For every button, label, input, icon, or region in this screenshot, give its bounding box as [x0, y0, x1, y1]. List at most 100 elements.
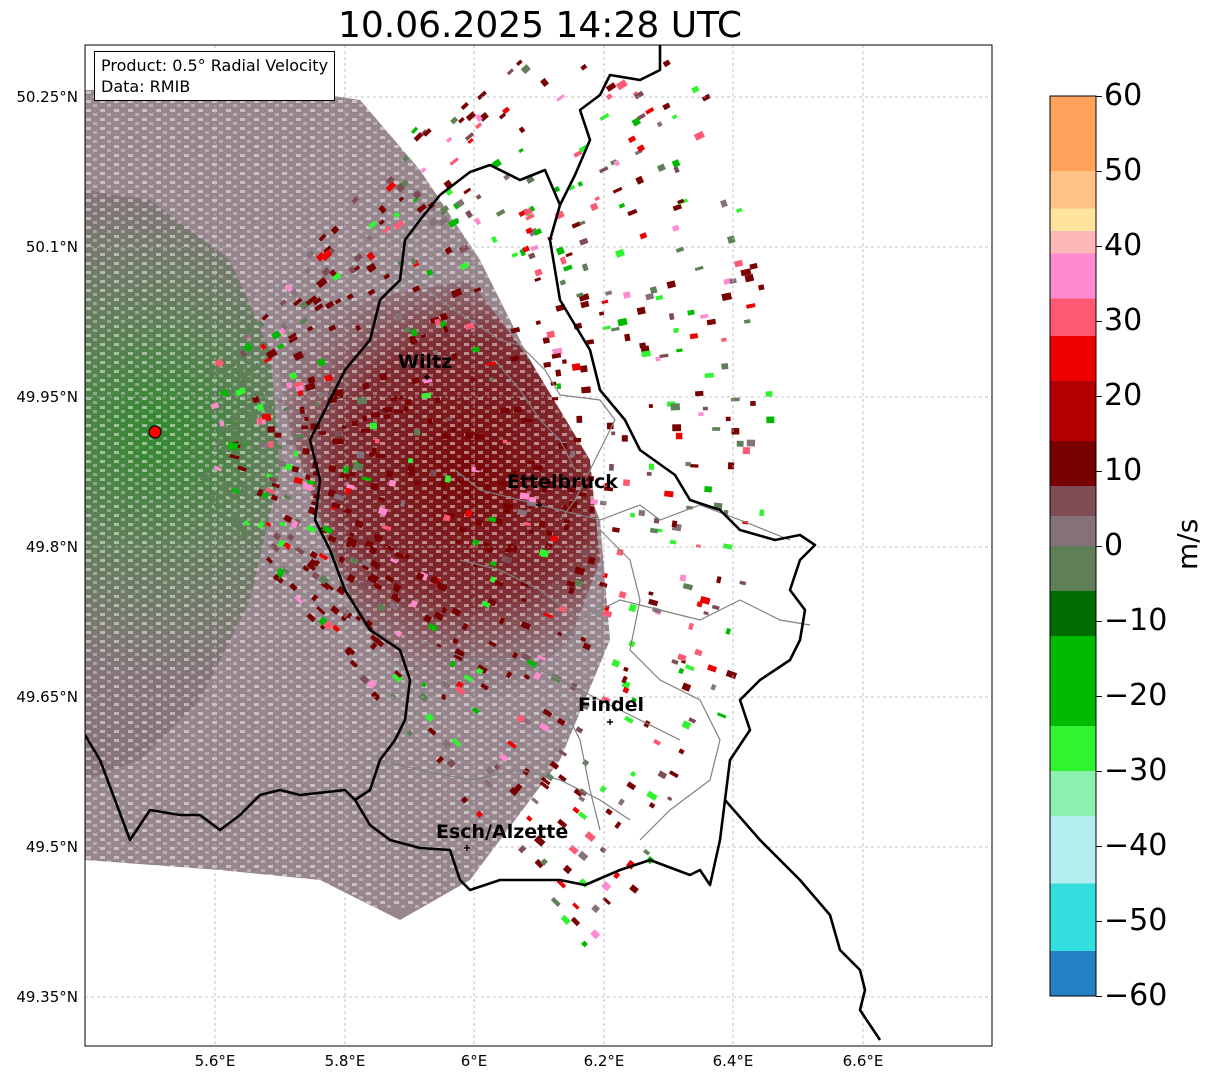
velocity-gate [318, 391, 329, 398]
velocity-gate [282, 567, 290, 575]
velocity-gate [576, 415, 583, 423]
velocity-gate [598, 311, 605, 316]
velocity-gate [550, 582, 561, 590]
velocity-gate [242, 357, 249, 364]
colorbar [1050, 96, 1096, 996]
velocity-gate [351, 420, 358, 426]
velocity-gate [518, 147, 524, 154]
velocity-gate [340, 472, 350, 480]
velocity-gate [670, 403, 681, 411]
velocity-gate [599, 581, 608, 588]
velocity-gate [502, 439, 508, 444]
velocity-gate [458, 479, 469, 485]
velocity-gate [304, 382, 316, 392]
velocity-gate [612, 186, 623, 194]
velocity-gate [267, 426, 275, 433]
velocity-gate [474, 113, 483, 123]
city-label-ettelbruck: Ettelbruck [507, 471, 618, 493]
velocity-gate [277, 539, 286, 548]
velocity-gate [704, 372, 714, 378]
colorbar-tick [1096, 471, 1102, 472]
velocity-gate [311, 571, 320, 581]
velocity-gate [261, 492, 269, 499]
velocity-gate [346, 536, 357, 544]
velocity-gate [404, 399, 412, 406]
colorbar-band [1050, 883, 1096, 951]
velocity-gate [455, 198, 465, 208]
velocity-gate [283, 494, 292, 501]
velocity-gate [605, 808, 613, 816]
velocity-gate [511, 651, 519, 659]
velocity-gate [740, 268, 752, 277]
velocity-gate [584, 831, 596, 843]
velocity-gate [256, 488, 264, 497]
lon-label: 5.6°E [194, 1052, 236, 1070]
velocity-gate [239, 349, 248, 358]
velocity-gate [366, 679, 377, 689]
velocity-gate [695, 544, 702, 549]
velocity-gate [677, 198, 685, 205]
velocity-gate [516, 59, 523, 67]
velocity-gate [335, 439, 344, 445]
velocity-gate [285, 382, 293, 389]
velocity-gate [681, 720, 692, 730]
velocity-gate [256, 403, 265, 412]
velocity-gate [463, 489, 472, 494]
colorbar-tick [1096, 396, 1102, 397]
velocity-gate [557, 631, 563, 637]
velocity-gate [623, 666, 629, 672]
velocity-gate [228, 514, 239, 524]
velocity-gate [416, 203, 427, 214]
velocity-gate [583, 483, 590, 488]
velocity-gate [410, 339, 418, 345]
velocity-gate [523, 521, 532, 527]
velocity-gate [725, 416, 731, 422]
velocity-gate [679, 574, 687, 582]
velocity-gate [467, 138, 474, 144]
velocity-gate [540, 858, 548, 866]
country-borders [85, 45, 882, 1041]
velocity-gate [539, 722, 550, 732]
velocity-gate [491, 235, 498, 244]
velocity-gate [621, 435, 628, 442]
velocity-gate [403, 553, 411, 560]
velocity-gate [577, 850, 589, 862]
velocity-gate [622, 291, 631, 299]
velocity-gate [366, 575, 377, 584]
velocity-gate [406, 729, 414, 737]
velocity-gate [557, 818, 568, 829]
velocity-gate [734, 259, 744, 268]
velocity-gate [725, 669, 738, 680]
velocity-gate [306, 562, 317, 572]
lat-label: 49.5°N [25, 838, 78, 856]
velocity-gate [243, 519, 251, 527]
velocity-gate [415, 572, 425, 581]
velocity-gate [534, 277, 542, 282]
velocity-gate [556, 717, 566, 726]
colorbar-unit: m/s [1171, 518, 1204, 570]
velocity-gate [695, 390, 704, 397]
velocity-gate [578, 700, 590, 711]
velocity-gate [317, 357, 326, 367]
velocity-gate [534, 268, 543, 277]
velocity-gate [571, 363, 581, 371]
velocity-gate [440, 680, 451, 690]
velocity-gate [227, 424, 234, 431]
velocity-gate [369, 634, 377, 642]
velocity-gate [424, 712, 435, 723]
velocity-gate [540, 77, 549, 88]
velocity-gate [698, 412, 704, 417]
velocity-gate [631, 697, 637, 703]
velocity-gate [730, 397, 740, 402]
velocity-gate [369, 422, 378, 430]
velocity-gate [685, 462, 691, 467]
velocity-gate [220, 481, 232, 492]
velocity-gate [635, 175, 645, 185]
velocity-gate [408, 469, 416, 477]
velocity-gate [383, 273, 391, 280]
velocity-gate [520, 581, 529, 588]
velocity-gate [286, 533, 295, 541]
velocity-gate [535, 320, 541, 325]
velocity-gate [693, 130, 706, 141]
velocity-gate [316, 606, 326, 616]
